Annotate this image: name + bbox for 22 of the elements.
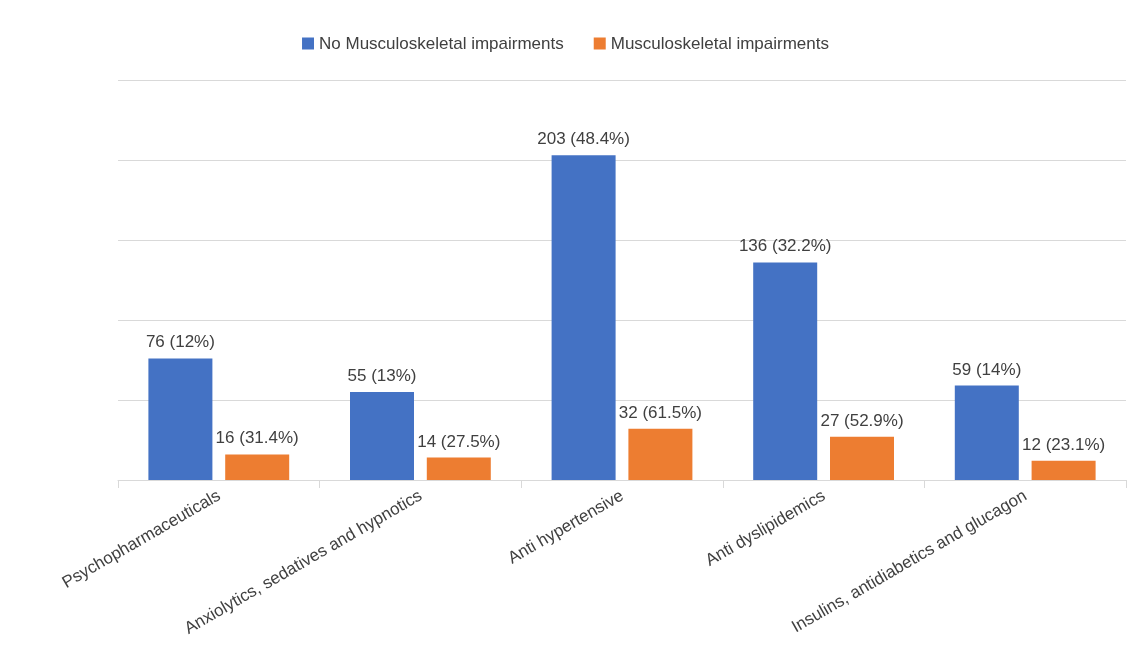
bar xyxy=(753,262,818,480)
bar xyxy=(350,392,414,480)
data-label: 27 (52.9%) xyxy=(820,410,904,430)
data-label: 16 (31.4%) xyxy=(215,428,299,448)
data-label: 59 (14%) xyxy=(952,359,1022,379)
data-label: 12 (23.1%) xyxy=(1022,434,1106,454)
legend-label: Musculoskeletal impairments xyxy=(610,34,829,53)
data-label: 32 (61.5%) xyxy=(618,402,702,422)
bar xyxy=(551,155,616,480)
bar xyxy=(148,358,213,480)
data-label: 55 (13%) xyxy=(347,366,417,385)
data-label: 136 (32.2%) xyxy=(738,236,832,256)
bar xyxy=(628,428,693,480)
data-label: 203 (48.4%) xyxy=(537,129,630,149)
bar xyxy=(954,385,1019,480)
data-label: 14 (27.5%) xyxy=(417,431,501,451)
bar xyxy=(1031,460,1096,480)
data-label: 76 (12%) xyxy=(145,332,215,352)
bar xyxy=(830,436,894,480)
legend-label: No Musculoskeletal impairments xyxy=(319,34,564,53)
bar xyxy=(426,457,491,480)
bar xyxy=(225,454,290,480)
